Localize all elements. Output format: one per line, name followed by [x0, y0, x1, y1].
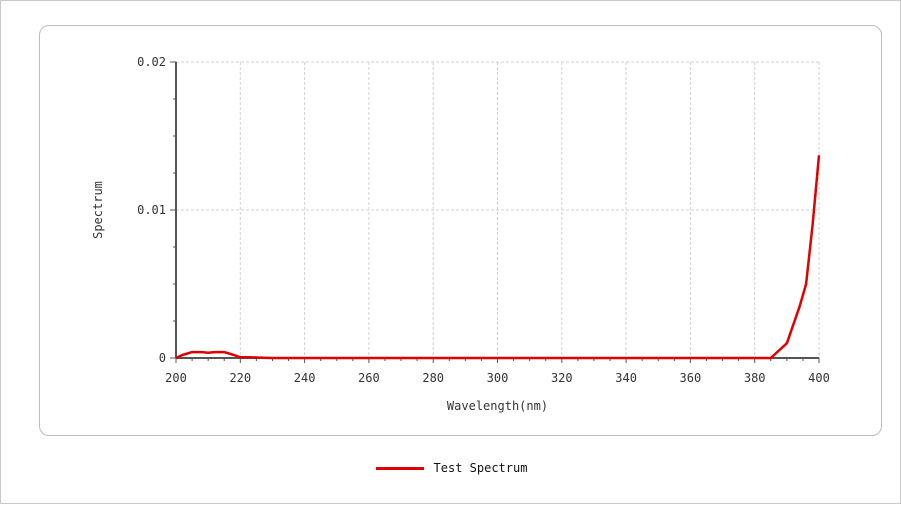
legend-swatch: [375, 466, 424, 470]
y-tick-label: 0.02: [137, 55, 166, 69]
x-tick-label: 280: [422, 371, 444, 385]
y-tick-label: 0.01: [137, 203, 166, 217]
x-tick-label: 300: [487, 371, 509, 385]
x-tick-label: 360: [680, 371, 702, 385]
x-tick-label: 260: [358, 371, 380, 385]
x-axis-title: Wavelength(nm): [447, 399, 548, 413]
x-tick-label: 320: [551, 371, 573, 385]
plot-panel: [39, 25, 882, 436]
series-line: [175, 155, 821, 360]
y-tick-label: 0: [159, 351, 166, 365]
y-axis-title: Spectrum: [91, 181, 105, 239]
legend: Test Spectrum: [1, 461, 901, 475]
x-tick-label: 380: [744, 371, 766, 385]
x-tick-label: 220: [229, 371, 251, 385]
legend-label: Test Spectrum: [433, 461, 528, 475]
x-tick-label: 200: [165, 371, 187, 385]
x-tick-label: 400: [808, 371, 830, 385]
x-tick-label: 340: [615, 371, 637, 385]
x-tick-label: 240: [294, 371, 316, 385]
